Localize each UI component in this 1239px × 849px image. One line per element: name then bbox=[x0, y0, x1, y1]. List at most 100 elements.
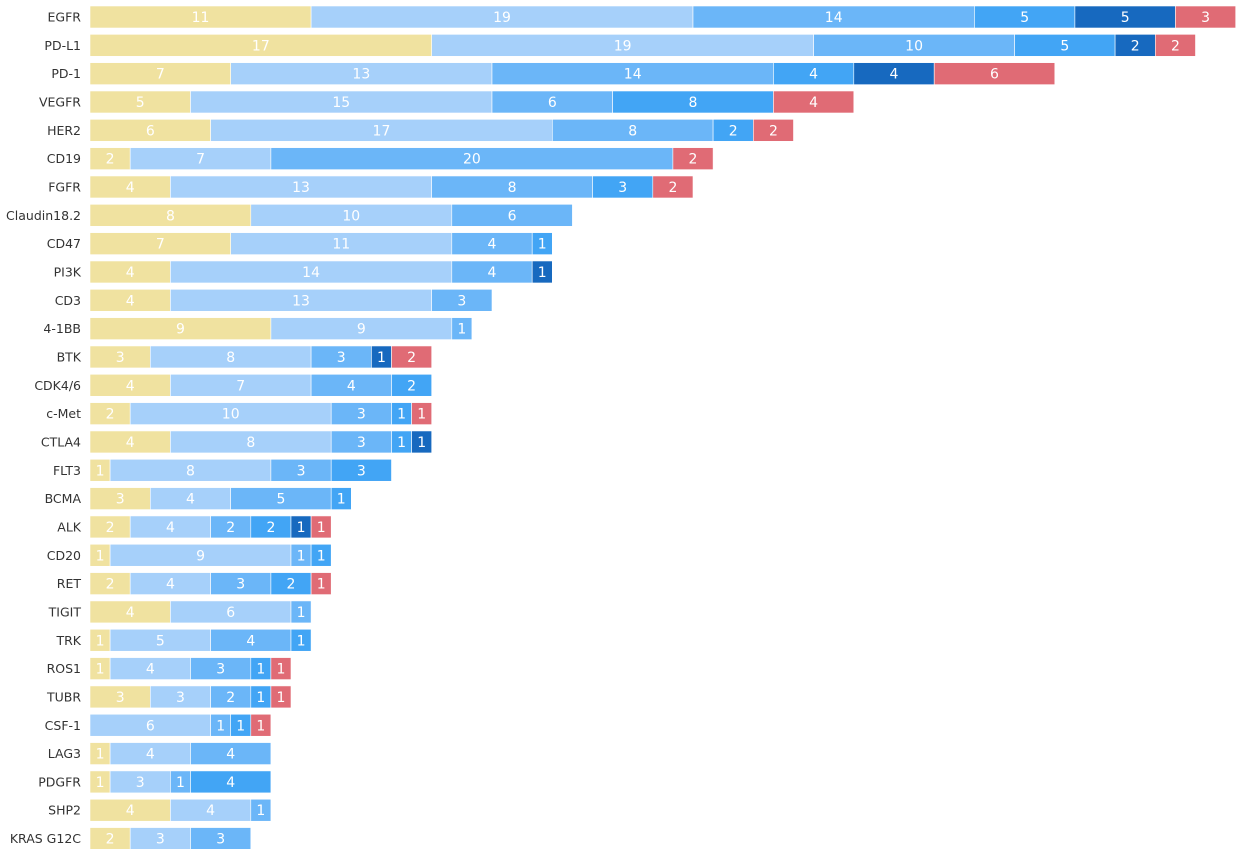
bar-segment bbox=[310, 515, 332, 539]
data-label: 4 bbox=[488, 237, 497, 253]
data-label: 2 bbox=[1171, 38, 1180, 54]
data-label: 8 bbox=[166, 208, 175, 224]
category-label: CD47 bbox=[47, 236, 81, 251]
data-label: 1 bbox=[297, 605, 306, 621]
data-label: 11 bbox=[192, 10, 210, 26]
category-label: RET bbox=[57, 576, 82, 591]
category-label: EGFR bbox=[48, 10, 82, 25]
data-label: 3 bbox=[116, 350, 125, 366]
data-label: 2 bbox=[266, 520, 275, 536]
bar-segment bbox=[451, 317, 473, 340]
data-label: 13 bbox=[292, 180, 310, 196]
data-label: 3 bbox=[457, 293, 466, 309]
data-label: 19 bbox=[493, 10, 511, 26]
category-label: VEGFR bbox=[39, 94, 81, 109]
data-label: 6 bbox=[146, 123, 155, 139]
data-label: 1 bbox=[276, 690, 285, 706]
category-label: CDK4/6 bbox=[34, 378, 81, 393]
data-label: 3 bbox=[116, 690, 125, 706]
data-label: 4 bbox=[126, 378, 135, 394]
data-label: 4 bbox=[206, 803, 215, 819]
category-label: TUBR bbox=[46, 689, 81, 704]
data-label: 2 bbox=[226, 520, 235, 536]
bar-segment bbox=[672, 147, 714, 170]
bar-segment bbox=[290, 600, 312, 624]
data-label: 7 bbox=[156, 237, 165, 253]
category-label: CD20 bbox=[47, 548, 81, 563]
category-label: Claudin18.2 bbox=[6, 208, 81, 223]
data-label: 1 bbox=[96, 662, 105, 678]
data-label: 8 bbox=[689, 95, 698, 111]
data-label: 1 bbox=[417, 435, 426, 451]
data-label: 1 bbox=[216, 718, 225, 734]
data-label: 4 bbox=[126, 293, 135, 309]
data-label: 20 bbox=[463, 152, 481, 168]
bar-segment bbox=[431, 288, 493, 312]
data-label: 4 bbox=[890, 67, 899, 83]
data-label: 3 bbox=[176, 690, 185, 706]
bar-segment bbox=[411, 402, 433, 425]
data-label: 6 bbox=[508, 208, 517, 224]
data-label: 1 bbox=[256, 690, 265, 706]
category-label: BTK bbox=[57, 349, 82, 364]
bar-segment bbox=[531, 260, 553, 284]
category-label: TIGIT bbox=[48, 604, 82, 619]
data-label: 8 bbox=[226, 350, 235, 366]
data-label: 7 bbox=[196, 152, 205, 168]
data-label: 1 bbox=[256, 718, 265, 734]
data-label: 4 bbox=[166, 520, 175, 536]
data-label: 1 bbox=[397, 435, 406, 451]
bar-segment bbox=[190, 742, 272, 765]
data-label: 5 bbox=[1060, 38, 1069, 54]
category-label: CTLA4 bbox=[41, 434, 81, 449]
data-label: 15 bbox=[332, 95, 350, 111]
data-label: 1 bbox=[317, 577, 326, 593]
bar-segment bbox=[411, 430, 433, 454]
category-label: CD3 bbox=[55, 293, 81, 308]
category-label: ROS1 bbox=[47, 661, 81, 676]
data-label: 5 bbox=[1121, 10, 1130, 26]
data-label: 8 bbox=[628, 123, 637, 139]
data-label: 1 bbox=[236, 718, 245, 734]
data-label: 1 bbox=[297, 520, 306, 536]
data-label: 1 bbox=[96, 548, 105, 564]
data-label: 9 bbox=[196, 548, 205, 564]
data-label: 1 bbox=[457, 322, 466, 338]
category-label: FLT3 bbox=[53, 463, 81, 478]
data-label: 2 bbox=[1131, 38, 1140, 54]
data-label: 4 bbox=[809, 95, 818, 111]
category-label: LAG3 bbox=[48, 746, 81, 761]
data-label: 6 bbox=[146, 718, 155, 734]
data-label: 2 bbox=[668, 180, 677, 196]
data-label: 5 bbox=[1020, 10, 1029, 26]
data-label: 14 bbox=[825, 10, 843, 26]
data-label: 13 bbox=[352, 67, 370, 83]
bar-segment bbox=[391, 373, 433, 397]
data-label: 1 bbox=[538, 237, 547, 253]
bar-segment bbox=[1155, 34, 1196, 57]
data-label: 17 bbox=[252, 38, 270, 54]
data-label: 4 bbox=[226, 775, 235, 791]
bar-segment bbox=[270, 657, 292, 680]
data-label: 1 bbox=[417, 407, 426, 423]
data-label: 14 bbox=[302, 265, 320, 281]
data-label: 2 bbox=[729, 123, 738, 139]
data-label: 2 bbox=[287, 577, 296, 593]
data-label: 4 bbox=[226, 747, 235, 763]
data-label: 1 bbox=[96, 775, 105, 791]
category-label: BCMA bbox=[45, 491, 82, 506]
bar-segment bbox=[250, 713, 272, 737]
category-label: PD-1 bbox=[51, 66, 81, 81]
data-label: 3 bbox=[1201, 10, 1210, 26]
data-label: 4 bbox=[126, 605, 135, 621]
data-label: 6 bbox=[226, 605, 235, 621]
data-label: 7 bbox=[236, 378, 245, 394]
data-label: 5 bbox=[276, 492, 285, 508]
data-label: 4 bbox=[809, 67, 818, 83]
data-label: 1 bbox=[538, 265, 547, 281]
data-label: 3 bbox=[236, 577, 245, 593]
data-label: 2 bbox=[106, 577, 115, 593]
bar-segment bbox=[933, 62, 1056, 85]
data-label: 6 bbox=[548, 95, 557, 111]
